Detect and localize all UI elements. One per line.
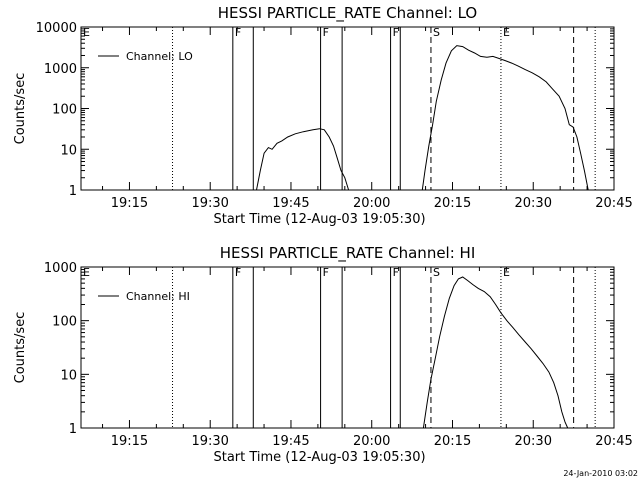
y-tick-label: 10 bbox=[60, 143, 77, 158]
y-tick-label: 100 bbox=[52, 103, 77, 118]
y-tick-label: 1000 bbox=[44, 62, 77, 77]
flag-label: E bbox=[83, 26, 90, 39]
x-tick-label: 20:30 bbox=[515, 196, 552, 211]
legend-entry: Channel: LO bbox=[126, 50, 193, 63]
x-tick-label: 19:30 bbox=[191, 196, 228, 211]
y-tick-label: 1 bbox=[69, 184, 77, 199]
flag-label: F bbox=[235, 266, 241, 279]
chart-title: HESSI PARTICLE_RATE Channel: LO bbox=[218, 4, 477, 23]
series-line bbox=[422, 276, 569, 429]
chart-title: HESSI PARTICLE_RATE Channel: HI bbox=[220, 244, 476, 263]
x-tick-label: 19:30 bbox=[191, 434, 228, 449]
y-tick-label: 10000 bbox=[36, 21, 77, 36]
x-tick-label: 20:15 bbox=[434, 434, 471, 449]
flag-label: S bbox=[433, 266, 440, 279]
chart-hi: HESSI PARTICLE_RATE Channel: HI 19:15 19:3… bbox=[13, 244, 633, 465]
x-axis-label: Start Time (12-Aug-03 19:05:30) bbox=[213, 212, 425, 227]
y-tick-label: 100 bbox=[52, 315, 77, 330]
flag-label: F bbox=[323, 266, 329, 279]
x-tick-label: 20:45 bbox=[595, 196, 632, 211]
series-line bbox=[421, 45, 589, 191]
flag-label: E bbox=[503, 266, 510, 279]
y-axis-label: Counts/sec bbox=[13, 312, 28, 384]
flag-label: F bbox=[393, 26, 399, 39]
y-tick-label: 10 bbox=[60, 368, 77, 383]
x-tick-label: 19:45 bbox=[272, 434, 309, 449]
y-tick-label: 1000 bbox=[44, 261, 77, 276]
flag-label: F bbox=[393, 266, 399, 279]
flag-label: F bbox=[235, 26, 241, 39]
x-tick-label: 20:00 bbox=[353, 434, 390, 449]
y-axis-label: Counts/sec bbox=[13, 73, 28, 145]
flag-label: F bbox=[323, 26, 329, 39]
chart-lo: HESSI PARTICLE_RATE Channel: LO 19:15 19:3… bbox=[13, 4, 633, 227]
footer-timestamp: 24-Jan-2010 03:02 bbox=[563, 469, 638, 478]
series-line bbox=[256, 128, 350, 191]
x-tick-label: 20:00 bbox=[353, 196, 390, 211]
flag-label: E bbox=[503, 26, 510, 39]
flag-label: S bbox=[433, 26, 440, 39]
x-tick-label: 19:15 bbox=[111, 196, 148, 211]
flag-label: E bbox=[83, 266, 90, 279]
legend-entry: Channel: HI bbox=[126, 290, 190, 303]
x-tick-label: 19:15 bbox=[111, 434, 148, 449]
x-tick-label: 20:45 bbox=[595, 434, 632, 449]
x-axis-label: Start Time (12-Aug-03 19:05:30) bbox=[213, 450, 425, 465]
y-tick-label: 1 bbox=[69, 422, 77, 437]
x-tick-label: 20:15 bbox=[434, 196, 471, 211]
x-tick-label: 20:30 bbox=[515, 434, 552, 449]
x-tick-label: 19:45 bbox=[272, 196, 309, 211]
